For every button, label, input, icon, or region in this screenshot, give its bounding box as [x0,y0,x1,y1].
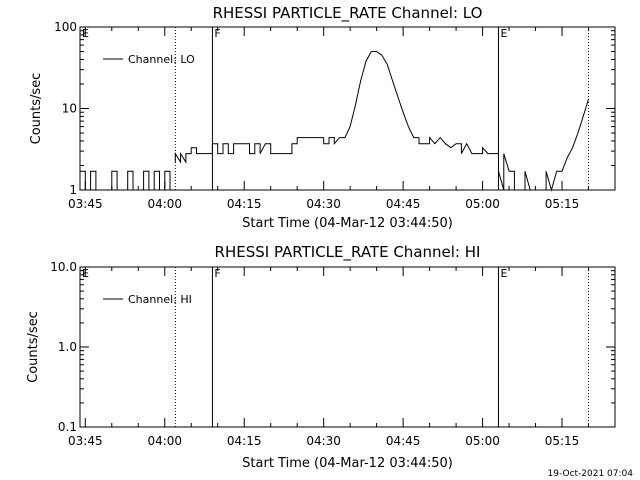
x-tick-label: 03:45 [68,434,103,448]
y-tick-label: 1.0 [58,340,77,354]
y-tick-label: 100 [54,20,77,34]
hi-channel-panel: RHESSI PARTICLE_RATE Channel: HIFEE03:45… [26,243,616,471]
y-tick-label: 10.0 [50,260,77,274]
x-tick-label: 04:45 [386,434,421,448]
x-axis-label: Start Time (04-Mar-12 03:44:50) [242,456,453,471]
lo-channel-panel: RHESSI PARTICLE_RATE Channel: LOFEE03:45… [29,4,616,231]
x-tick-label: 04:30 [306,197,341,211]
footer-timestamp: 19-Oct-2021 07:04 [548,469,634,479]
event-marker-label: E [500,27,507,40]
y-tick-label: 0.1 [58,420,77,434]
chart-title: RHESSI PARTICLE_RATE Channel: LO [213,4,483,23]
legend-label: Channel: HI [128,293,192,306]
plot-frame [79,266,616,428]
y-tick-label: 1 [69,183,77,197]
x-tick-label: 03:45 [68,197,103,211]
y-tick-label: 10 [62,102,77,116]
event-marker-label: F [214,267,220,280]
legend-label: Channel: LO [128,53,195,66]
x-axis-label: Start Time (04-Mar-12 03:44:50) [242,216,453,231]
x-tick-label: 04:00 [147,197,182,211]
series-line [174,51,499,164]
x-tick-label: 05:15 [545,434,580,448]
y-axis-label: Counts/sec [29,73,44,145]
x-tick-label: 05:15 [545,197,580,211]
x-tick-label: 04:30 [306,434,341,448]
x-tick-label: 04:45 [386,197,421,211]
x-tick-label: 04:15 [227,197,262,211]
event-marker-label: E [500,267,507,280]
x-tick-label: 04:15 [227,434,262,448]
plot-frame [79,26,616,191]
x-tick-label: 04:00 [147,434,182,448]
series-line [80,170,171,191]
chart-title: RHESSI PARTICLE_RATE Channel: HI [215,243,481,262]
x-tick-label: 05:00 [465,197,500,211]
event-marker-label: F [214,27,220,40]
x-tick-label: 05:00 [465,434,500,448]
y-axis-label: Counts/sec [26,311,41,383]
series-line [498,99,589,192]
